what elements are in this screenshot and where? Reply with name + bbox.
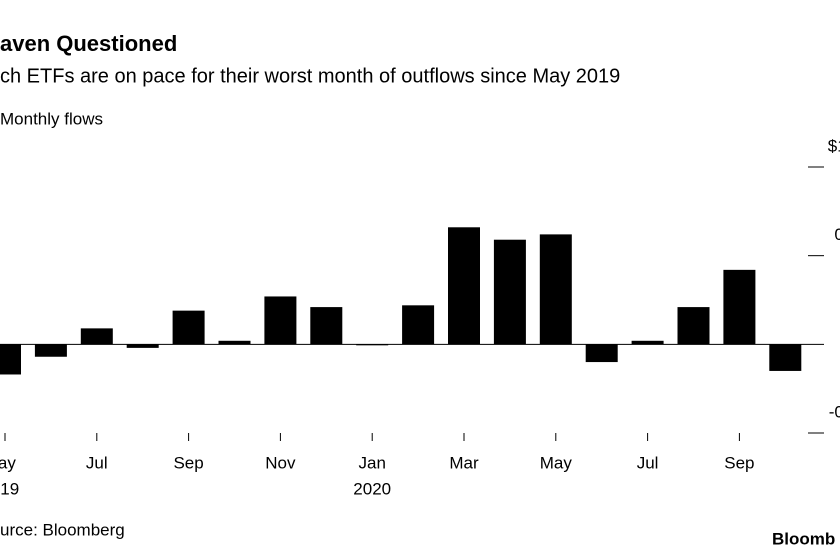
- brand: Bloomb: [772, 529, 835, 548]
- x-tick-label: lay: [0, 453, 16, 472]
- x-tick-label: Jul: [86, 453, 108, 472]
- bar: [356, 344, 389, 346]
- chart-title: aven Questioned: [0, 31, 177, 56]
- bar: [310, 307, 343, 345]
- bar: [539, 234, 572, 345]
- x-tick-label: Nov: [265, 453, 296, 472]
- bar: [80, 328, 113, 345]
- x-tick-label: Mar: [449, 453, 479, 472]
- bar: [769, 344, 802, 371]
- x-tick-label: Jan: [358, 453, 385, 472]
- y-tick-label: $1B: [828, 136, 840, 155]
- x-tick-label: Jul: [637, 453, 659, 472]
- bar: [264, 296, 297, 345]
- bar: [172, 310, 205, 345]
- bar: [0, 344, 21, 375]
- bar: [723, 269, 756, 345]
- x-tick-label: Sep: [724, 453, 754, 472]
- bar: [677, 307, 710, 345]
- bar: [493, 239, 526, 345]
- y-axis-label: Monthly flows: [0, 109, 103, 128]
- x-tick-label: Sep: [173, 453, 203, 472]
- y-tick-label: 0.5: [834, 225, 840, 244]
- bar: [585, 344, 618, 363]
- bar: [402, 305, 435, 345]
- bar: [448, 227, 480, 345]
- y-tick-label: -0.5: [829, 402, 840, 421]
- source: urce: Bloomberg: [0, 520, 125, 539]
- bar: [631, 340, 664, 345]
- x-year-label: 019: [0, 479, 19, 498]
- bar: [34, 344, 67, 357]
- bar: [126, 344, 159, 348]
- x-year-label: 2020: [353, 479, 391, 498]
- chart-subtitle: ch ETFs are on pace for their worst mont…: [0, 65, 620, 87]
- x-tick-label: May: [540, 453, 573, 472]
- bar: [218, 340, 251, 345]
